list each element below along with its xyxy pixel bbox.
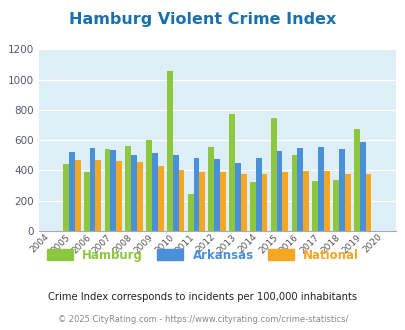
Bar <box>178 171 184 231</box>
Bar <box>116 161 122 231</box>
Bar <box>166 71 173 231</box>
Bar <box>311 181 318 231</box>
Bar <box>270 117 276 231</box>
Legend: Hamburg, Arkansas, National: Hamburg, Arkansas, National <box>42 244 363 266</box>
Bar <box>173 155 178 231</box>
Bar <box>249 182 255 231</box>
Bar <box>84 172 90 231</box>
Bar <box>208 147 214 231</box>
Text: Crime Index corresponds to incidents per 100,000 inhabitants: Crime Index corresponds to incidents per… <box>48 292 357 302</box>
Bar <box>95 160 101 231</box>
Bar <box>90 148 95 231</box>
Text: Hamburg Violent Crime Index: Hamburg Violent Crime Index <box>69 12 336 26</box>
Bar <box>220 172 225 231</box>
Bar <box>291 155 296 231</box>
Bar <box>63 164 69 231</box>
Bar <box>131 155 137 231</box>
Bar <box>158 166 163 231</box>
Text: © 2025 CityRating.com - https://www.cityrating.com/crime-statistics/: © 2025 CityRating.com - https://www.city… <box>58 315 347 324</box>
Bar <box>338 148 344 231</box>
Bar <box>214 159 220 231</box>
Bar <box>193 158 199 231</box>
Bar <box>240 174 246 231</box>
Bar <box>125 146 131 231</box>
Bar <box>296 148 303 231</box>
Bar <box>323 171 329 231</box>
Bar <box>255 158 261 231</box>
Bar <box>282 172 288 231</box>
Bar <box>229 114 234 231</box>
Bar <box>151 153 158 231</box>
Bar <box>75 160 80 231</box>
Bar <box>234 163 240 231</box>
Bar <box>359 142 364 231</box>
Bar <box>276 151 282 231</box>
Bar <box>146 140 151 231</box>
Bar <box>137 162 143 231</box>
Bar <box>187 194 193 231</box>
Bar <box>353 129 359 231</box>
Bar <box>199 172 205 231</box>
Bar <box>318 147 323 231</box>
Bar <box>261 174 267 231</box>
Bar <box>344 174 350 231</box>
Bar <box>332 180 338 231</box>
Bar <box>69 151 75 231</box>
Bar <box>303 171 308 231</box>
Bar <box>104 149 110 231</box>
Bar <box>110 150 116 231</box>
Bar <box>364 174 371 231</box>
